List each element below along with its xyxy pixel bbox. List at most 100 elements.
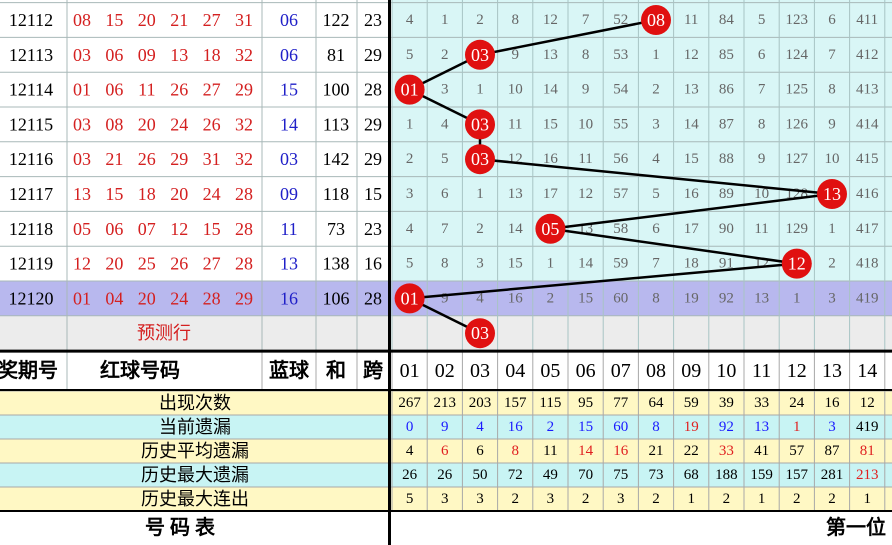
miss-count: 7	[758, 82, 766, 98]
red-ball: 28	[203, 288, 221, 308]
stats-value: 19	[684, 419, 699, 435]
miss-count: 11	[508, 116, 522, 132]
miss-count: 87	[719, 116, 735, 132]
miss-count: 54	[613, 82, 629, 98]
stats-value: 213	[856, 467, 879, 483]
header-cell: 跨	[363, 359, 384, 382]
span: 15	[364, 184, 382, 204]
span: 28	[364, 80, 382, 100]
stats-value: 188	[715, 467, 738, 483]
miss-count: 9	[828, 116, 836, 132]
stats-value: 1	[793, 419, 801, 435]
miss-count: 91	[719, 256, 734, 272]
stats-value: 157	[786, 467, 809, 483]
ball-number: 01	[401, 288, 419, 308]
latest-row-bg	[0, 281, 892, 316]
miss-count: 92	[719, 290, 734, 306]
red-ball: 06	[105, 45, 123, 65]
period: 12114	[9, 80, 53, 100]
header-cell: 03	[470, 360, 490, 382]
stats-label: 历史最大连出	[141, 489, 249, 509]
miss-count: 2	[547, 290, 555, 306]
red-ball: 32	[235, 149, 253, 169]
stats-row-bg	[0, 439, 892, 463]
stats-value: 1	[863, 491, 871, 507]
miss-count: 4	[441, 116, 449, 132]
stats-value: 4	[406, 443, 414, 459]
trend-bg	[392, 0, 892, 281]
miss-count: 415	[856, 151, 879, 167]
trend-line	[479, 157, 833, 196]
stats-value: 157	[504, 395, 527, 411]
miss-count: 16	[684, 186, 700, 202]
span: 29	[364, 45, 382, 65]
red-ball: 29	[235, 288, 253, 308]
sum: 106	[323, 288, 350, 308]
miss-count: 84	[719, 12, 735, 28]
period: 12117	[9, 184, 53, 204]
sum: 138	[323, 254, 350, 274]
miss-count: 418	[856, 256, 879, 272]
sum: 100	[323, 80, 350, 100]
miss-count: 3	[441, 82, 449, 98]
stats-value: 21	[649, 443, 664, 459]
red-ball: 20	[138, 288, 156, 308]
ball-number: 12	[788, 254, 806, 274]
header-cell: 蓝球	[269, 359, 310, 382]
red-ball: 31	[235, 10, 253, 30]
miss-count: 18	[684, 256, 699, 272]
miss-count: 1	[476, 186, 484, 202]
stats-value: 9	[441, 419, 449, 435]
red-ball: 24	[170, 288, 188, 308]
blue-ball: 16	[280, 288, 298, 308]
miss-count: 1	[828, 221, 836, 237]
stats-value: 213	[434, 395, 457, 411]
miss-count: 8	[758, 116, 766, 132]
miss-count: 8	[582, 47, 590, 63]
miss-count: 8	[828, 82, 836, 98]
miss-count: 5	[406, 256, 414, 272]
miss-count: 10	[754, 186, 769, 202]
header-cell: 09	[681, 360, 701, 382]
stats-value: 16	[825, 395, 841, 411]
miss-count: 12	[543, 12, 558, 28]
miss-count: 9	[758, 151, 766, 167]
miss-count: 4	[406, 221, 414, 237]
stats-value: 50	[473, 467, 488, 483]
ball-number: 01	[401, 80, 419, 100]
red-ball: 07	[138, 219, 156, 239]
blue-ball: 06	[280, 45, 298, 65]
stats-value: 3	[547, 491, 555, 507]
stats-value: 95	[578, 395, 593, 411]
miss-count: 11	[754, 221, 768, 237]
red-ball: 20	[138, 10, 156, 30]
miss-count: 86	[719, 82, 735, 98]
miss-count: 1	[793, 290, 801, 306]
stats-value: 0	[406, 419, 414, 435]
miss-count: 9	[511, 47, 519, 63]
miss-count: 7	[652, 256, 660, 272]
red-ball: 21	[105, 149, 123, 169]
miss-count: 5	[758, 12, 766, 28]
miss-count: 416	[856, 186, 879, 202]
miss-count: 15	[578, 290, 593, 306]
stats-value: 33	[754, 395, 769, 411]
miss-count: 2	[652, 82, 660, 98]
stats-value: 26	[437, 467, 453, 483]
red-ball: 29	[235, 80, 253, 100]
red-ball: 20	[170, 184, 188, 204]
miss-count: 90	[719, 221, 734, 237]
header-cell: 02	[435, 360, 455, 382]
header-cell: 奖期号	[0, 358, 58, 382]
blue-ball: 14	[280, 114, 298, 134]
red-ball: 18	[203, 45, 221, 65]
stats-value: 68	[684, 467, 699, 483]
trend-line	[409, 262, 797, 300]
stats-label: 历史平均遗漏	[141, 441, 249, 461]
ball-number: 13	[823, 184, 841, 204]
stats-value: 4	[476, 419, 484, 435]
red-ball: 12	[73, 254, 91, 274]
miss-count: 3	[406, 186, 414, 202]
stats-label: 历史最大遗漏	[141, 465, 249, 485]
miss-count: 14	[508, 221, 524, 237]
